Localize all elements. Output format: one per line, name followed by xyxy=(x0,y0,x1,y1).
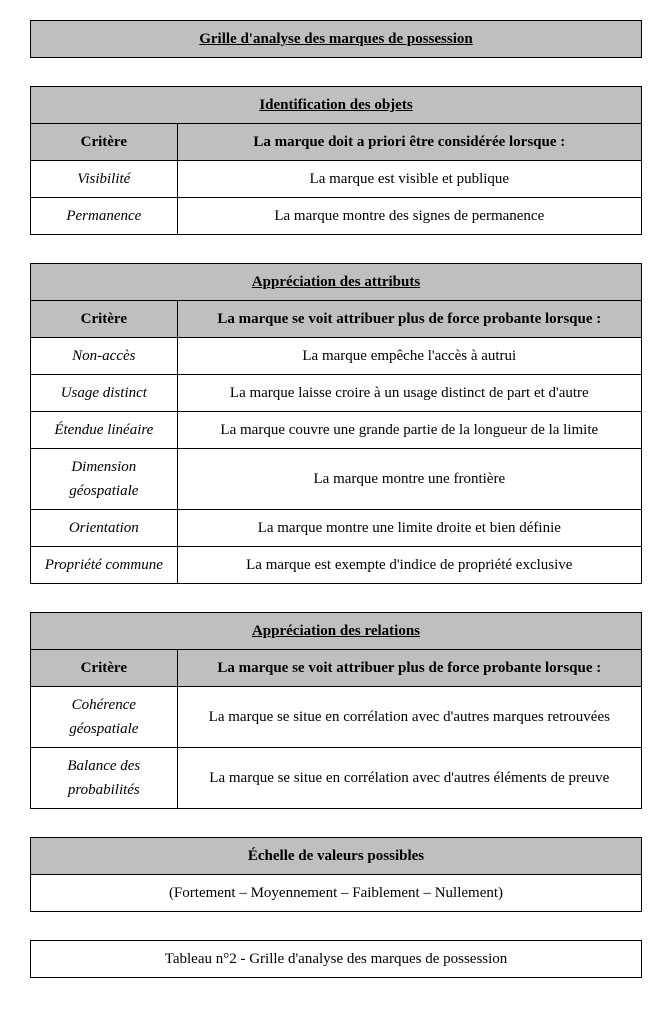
caption-table: Tableau n°2 - Grille d'analyse des marqu… xyxy=(30,940,642,978)
echelle-title: Échelle de valeurs possibles xyxy=(31,838,642,875)
main-title-table: Grille d'analyse des marques de possessi… xyxy=(30,20,642,58)
table-row: Étendue linéaire La marque couvre une gr… xyxy=(31,412,642,449)
table-row: Dimension géospatiale La marque montre u… xyxy=(31,449,642,510)
cell-critere: Orientation xyxy=(31,510,178,547)
cell-critere: Visibilité xyxy=(31,161,178,198)
cell-desc: La marque est visible et publique xyxy=(177,161,641,198)
section-title: Identification des objets xyxy=(31,87,642,124)
section-title: Appréciation des relations xyxy=(31,613,642,650)
table-row: Propriété commune La marque est exempte … xyxy=(31,547,642,584)
cell-critere: Propriété commune xyxy=(31,547,178,584)
cell-desc: La marque se situe en corrélation avec d… xyxy=(177,687,641,748)
col-header-desc: La marque se voit attribuer plus de forc… xyxy=(177,301,641,338)
table-row: Non-accès La marque empêche l'accès à au… xyxy=(31,338,642,375)
col-header-desc: La marque doit a priori être considérée … xyxy=(177,124,641,161)
col-header-desc: La marque se voit attribuer plus de forc… xyxy=(177,650,641,687)
cell-desc: La marque montre des signes de permanenc… xyxy=(177,198,641,235)
cell-desc: La marque montre une frontière xyxy=(177,449,641,510)
cell-critere: Permanence xyxy=(31,198,178,235)
col-header-critere: Critère xyxy=(31,650,178,687)
cell-critere: Balance des probabilités xyxy=(31,748,178,809)
cell-desc: La marque couvre une grande partie de la… xyxy=(177,412,641,449)
cell-desc: La marque est exempte d'indice de propri… xyxy=(177,547,641,584)
caption-text: Tableau n°2 - Grille d'analyse des marqu… xyxy=(31,941,642,978)
cell-desc: La marque se situe en corrélation avec d… xyxy=(177,748,641,809)
cell-critere: Non-accès xyxy=(31,338,178,375)
table-row: Balance des probabilités La marque se si… xyxy=(31,748,642,809)
section-relations: Appréciation des relations Critère La ma… xyxy=(30,612,642,809)
cell-desc: La marque laisse croire à un usage disti… xyxy=(177,375,641,412)
table-row: Visibilité La marque est visible et publ… xyxy=(31,161,642,198)
table-row: Usage distinct La marque laisse croire à… xyxy=(31,375,642,412)
cell-desc: La marque empêche l'accès à autrui xyxy=(177,338,641,375)
table-row: Orientation La marque montre une limite … xyxy=(31,510,642,547)
section-attributs: Appréciation des attributs Critère La ma… xyxy=(30,263,642,584)
cell-desc: La marque montre une limite droite et bi… xyxy=(177,510,641,547)
col-header-critere: Critère xyxy=(31,301,178,338)
section-echelle: Échelle de valeurs possibles (Fortement … xyxy=(30,837,642,912)
echelle-values: (Fortement – Moyennement – Faiblement – … xyxy=(31,875,642,912)
section-identification: Identification des objets Critère La mar… xyxy=(30,86,642,235)
cell-critere: Cohérence géospatiale xyxy=(31,687,178,748)
cell-critere: Étendue linéaire xyxy=(31,412,178,449)
cell-critere: Usage distinct xyxy=(31,375,178,412)
cell-critere: Dimension géospatiale xyxy=(31,449,178,510)
table-row: Cohérence géospatiale La marque se situe… xyxy=(31,687,642,748)
section-title: Appréciation des attributs xyxy=(31,264,642,301)
main-title: Grille d'analyse des marques de possessi… xyxy=(31,21,642,58)
table-row: Permanence La marque montre des signes d… xyxy=(31,198,642,235)
col-header-critere: Critère xyxy=(31,124,178,161)
